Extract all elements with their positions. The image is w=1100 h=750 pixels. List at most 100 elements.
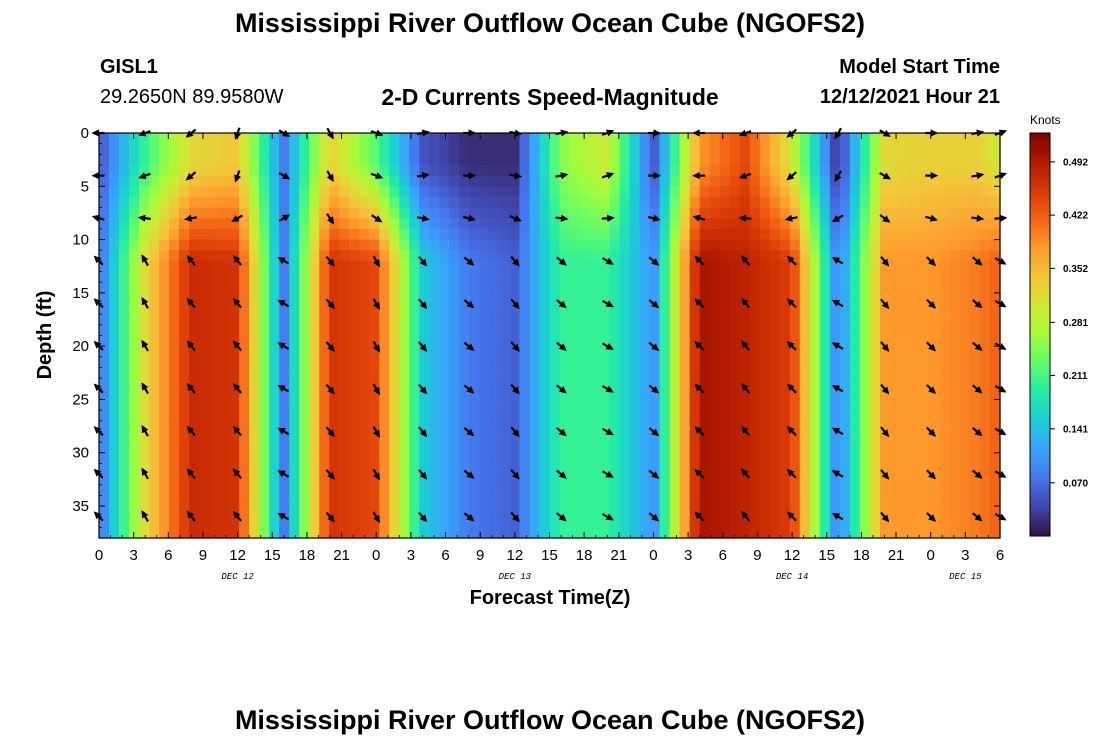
heatmap-cell [529, 527, 541, 539]
heatmap-cell [369, 431, 380, 443]
heatmap-cell [719, 378, 731, 390]
heatmap-cell [859, 442, 871, 454]
current-vector [137, 214, 151, 222]
heatmap-cell [829, 420, 841, 433]
current-vector [786, 340, 797, 351]
heatmap-cell [799, 452, 811, 464]
heatmap-cell [779, 495, 791, 507]
current-vector [784, 214, 798, 222]
heatmap-cell [859, 356, 871, 369]
heatmap-cell [309, 260, 320, 273]
vector-head [512, 258, 520, 267]
heatmap-cell [559, 378, 571, 390]
heatmap-cell [389, 260, 400, 273]
vector-head [928, 301, 936, 309]
heatmap-cell [459, 506, 471, 518]
heatmap-cell [789, 484, 801, 496]
heatmap-cell [489, 154, 501, 166]
heatmap-cell [789, 388, 801, 401]
heatmap-cell [619, 442, 631, 454]
heatmap-cell [499, 260, 511, 273]
heatmap-cell [509, 143, 521, 155]
heatmap-cell [129, 516, 140, 528]
heatmap-cell [749, 346, 761, 358]
heatmap-cell [239, 420, 250, 433]
vector-head [419, 429, 428, 438]
heatmap-cell [509, 239, 521, 251]
heatmap-cell [399, 495, 410, 507]
vector-head [558, 386, 567, 394]
vector-head [514, 172, 523, 180]
heatmap-cell [609, 442, 621, 454]
heatmap-cell [199, 442, 210, 454]
heatmap-cell [919, 516, 931, 528]
heatmap-cell [139, 196, 150, 209]
heatmap-cell [129, 186, 140, 198]
heatmap-cell [659, 452, 671, 464]
heatmap-cell [749, 410, 761, 422]
heatmap-cell [839, 133, 851, 145]
current-vector [372, 298, 380, 310]
current-vector [880, 255, 890, 267]
vector-head [652, 214, 661, 222]
heatmap-cell [569, 133, 581, 145]
colorbar [1029, 132, 1051, 537]
heatmap-cell [159, 410, 170, 422]
heatmap-cell [489, 463, 501, 475]
heatmap-cell [889, 420, 901, 433]
heatmap-cell [299, 218, 310, 230]
heatmap-cell [189, 292, 200, 305]
heatmap-cell [639, 186, 651, 198]
heatmap-cell [969, 367, 981, 379]
heatmap-cell [889, 516, 901, 528]
heatmap-cell [889, 506, 901, 518]
heatmap-cell [729, 399, 741, 411]
heatmap-cell [699, 335, 711, 347]
heatmap-cell [409, 474, 420, 486]
heatmap-cell [699, 282, 711, 294]
heatmap-cell [599, 260, 611, 273]
heatmap-cell [969, 356, 981, 369]
heatmap-cell [769, 410, 781, 422]
heatmap-cell [369, 356, 380, 369]
heatmap-cell [959, 367, 971, 379]
vector-head [327, 514, 335, 523]
heatmap-cell [289, 314, 300, 326]
heatmap-cell [869, 527, 881, 539]
heatmap-cell [189, 143, 200, 155]
heatmap-cell [169, 250, 180, 262]
heatmap-cell [149, 474, 160, 486]
heatmap-cell [769, 346, 781, 358]
vector-head [512, 471, 520, 480]
heatmap-cell [699, 527, 711, 539]
heatmap-cell [699, 207, 711, 219]
heatmap-cell [679, 516, 691, 528]
heatmap-cell [499, 228, 511, 241]
heatmap-cell [769, 506, 781, 518]
heatmap-cell [599, 367, 611, 379]
heatmap-cell [619, 410, 631, 422]
heatmap-cell [779, 367, 791, 379]
heatmap-cell [499, 506, 511, 518]
heatmap-cell [339, 164, 350, 177]
heatmap-cell [649, 367, 661, 379]
heatmap-cell [899, 282, 911, 294]
heatmap-cell [979, 378, 991, 390]
heatmap-cell [749, 218, 761, 230]
heatmap-cell [989, 282, 1001, 294]
heatmap-cell [459, 452, 471, 464]
heatmap-cell [419, 324, 430, 337]
heatmap-cell [669, 250, 681, 262]
heatmap-cell [649, 303, 661, 315]
heatmap-cell [709, 495, 721, 507]
heatmap-cell [799, 314, 811, 326]
heatmap-cell [259, 186, 270, 198]
x-tick-label: 3 [129, 547, 137, 564]
heatmap-cell [609, 314, 621, 326]
heatmap-cell [669, 484, 681, 496]
vector-head [512, 301, 520, 310]
heatmap-cell [129, 196, 140, 209]
current-vector [234, 170, 241, 183]
heatmap-cell [99, 356, 110, 369]
heatmap-cell [809, 420, 821, 433]
